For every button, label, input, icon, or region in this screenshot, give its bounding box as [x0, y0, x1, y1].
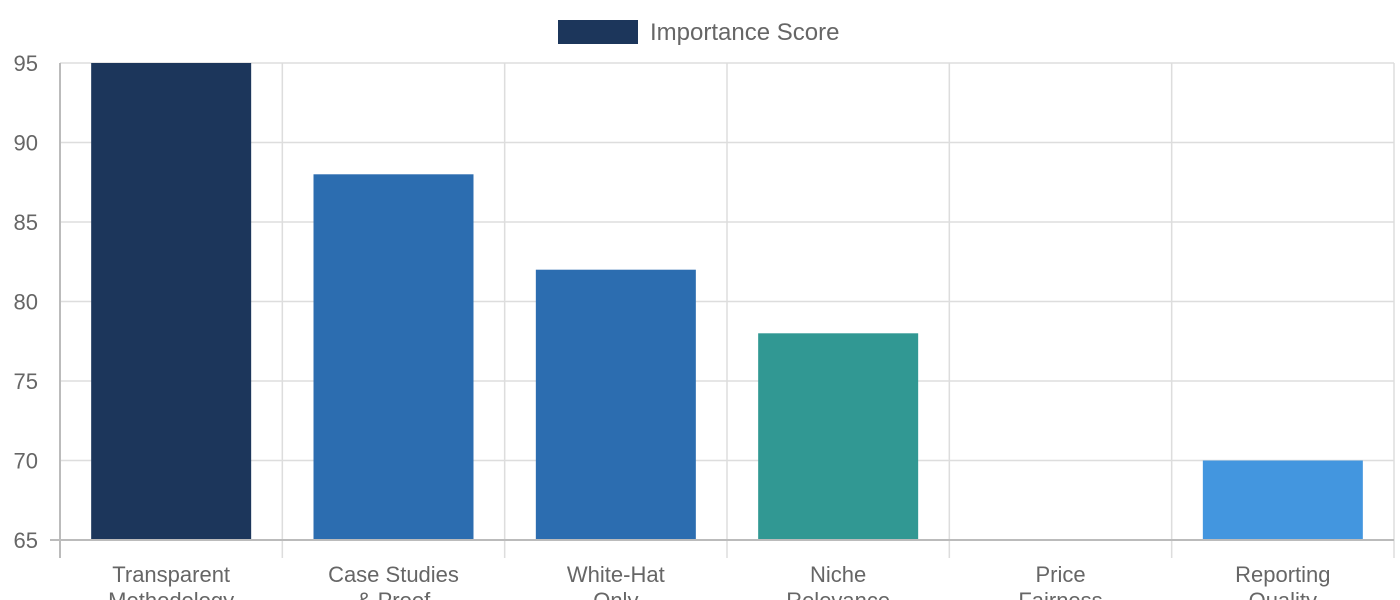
- bar[interactable]: [758, 333, 919, 540]
- y-tick-label: 70: [14, 449, 38, 474]
- bar[interactable]: [91, 63, 252, 540]
- x-tick-label: PriceFairness: [1018, 562, 1102, 600]
- y-tick-label: 65: [14, 528, 38, 553]
- y-tick-label: 75: [14, 369, 38, 394]
- x-tick-label: TransparentMethodology: [108, 562, 234, 600]
- bar[interactable]: [535, 269, 696, 540]
- x-tick-label: Case Studies& Proof: [328, 562, 459, 600]
- grid: [60, 62, 1395, 558]
- bar[interactable]: [1202, 460, 1363, 541]
- x-axis-ticks: TransparentMethodology Case Studies& Proo…: [108, 562, 1330, 600]
- x-tick-label: NicheRelevance: [786, 562, 890, 600]
- y-tick-label: 95: [14, 51, 38, 76]
- y-axis-ticks: 65 70 75 80 85 90 95: [14, 51, 38, 553]
- y-tick-label: 90: [14, 131, 38, 156]
- legend-label: Importance Score: [650, 19, 839, 46]
- bars: [91, 63, 1363, 541]
- x-tick-label: ReportingQuality: [1235, 562, 1330, 600]
- bar[interactable]: [313, 174, 474, 541]
- y-tick-label: 80: [14, 290, 38, 315]
- x-tick-label: White-HatOnly: [567, 562, 665, 600]
- y-tick-label: 85: [14, 210, 38, 235]
- legend-swatch: [558, 20, 638, 44]
- legend[interactable]: Importance Score: [558, 19, 839, 46]
- axes: [50, 63, 1394, 558]
